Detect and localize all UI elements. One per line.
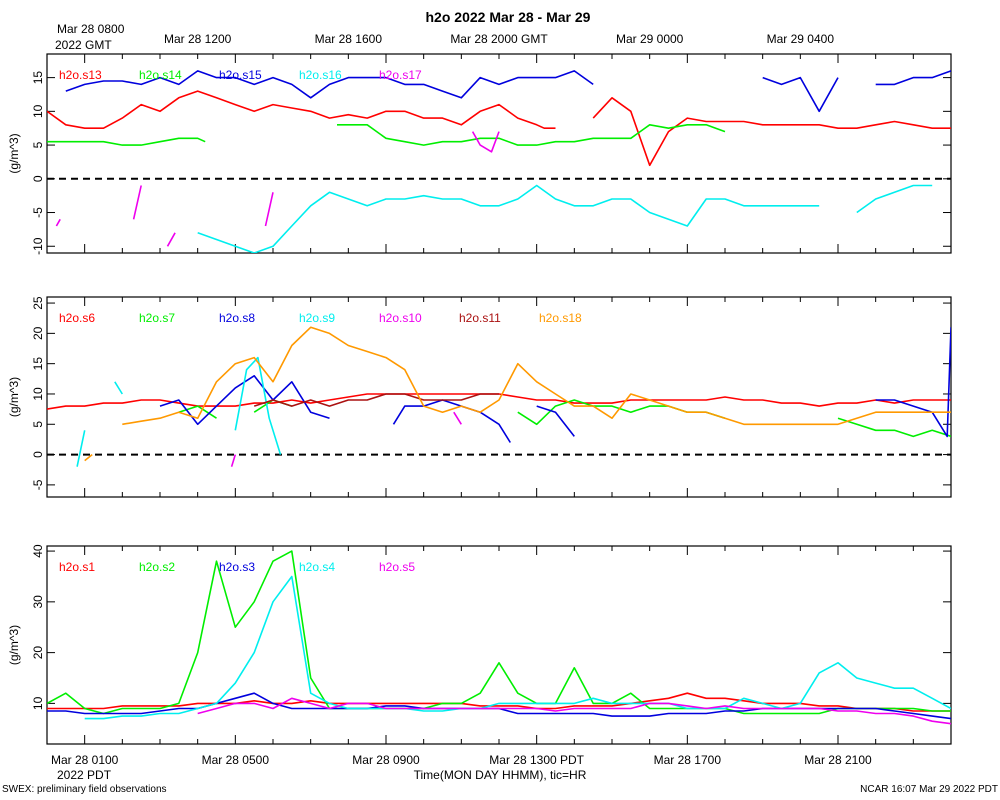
bottom-axis-tick-label: Mar 28 0900	[352, 753, 420, 767]
series-line-h2o.s15	[65, 70, 951, 113]
y-axis-label: (g/m^3)	[7, 377, 21, 417]
legend-label-h2o.s2: h2o.s2	[139, 560, 175, 574]
y-tick-label: 30	[31, 595, 45, 609]
bottom-axis-labels: Mar 28 0100 Mar 28 0500 Mar 28 0900 Mar 28 …	[51, 753, 872, 767]
legend-label-h2o.s9: h2o.s9	[299, 311, 335, 325]
legend-label-h2o.s1: h2o.s1	[59, 560, 95, 574]
bottom-axis-tick-label: Mar 28 0500	[202, 753, 270, 767]
y-tick-label: 5	[31, 421, 45, 428]
legend-label-h2o.s8: h2o.s8	[219, 311, 255, 325]
y-axis-label: (g/m^3)	[7, 133, 21, 173]
series-line-h2o.s2	[47, 550, 951, 715]
series-line-h2o.s16	[197, 184, 933, 253]
series-line-h2o.s17	[55, 131, 500, 247]
chart-title: h2o 2022 Mar 28 - Mar 29	[426, 9, 591, 25]
series-line-h2o.s4	[84, 575, 951, 720]
y-tick-label: 10	[31, 104, 45, 118]
series-group	[47, 70, 951, 253]
legend-label-h2o.s7: h2o.s7	[139, 311, 175, 325]
bottom-axis-tick-label: Mar 28 0100	[51, 753, 119, 767]
bottom-axis-sublabel: 2022 PDT	[57, 768, 112, 782]
bottom-axis-tick-label: Mar 28 2100	[804, 753, 872, 767]
legend-label-h2o.s15: h2o.s15	[219, 68, 262, 82]
bottom-axis-tick-label: Mar 28 1700	[654, 753, 722, 767]
footer-left-note: SWEX: preliminary field observations	[2, 784, 167, 795]
y-tick-label: 40	[31, 544, 45, 558]
legend-label-h2o.s10: h2o.s10	[379, 311, 422, 325]
top-axis-tick-label: Mar 28 2000 GMT	[450, 32, 548, 46]
legend-label-h2o.s5: h2o.s5	[379, 560, 415, 574]
y-tick-label: 10	[31, 696, 45, 710]
legend-label-h2o.s11: h2o.s11	[459, 311, 501, 325]
y-tick-label: -5	[31, 207, 45, 218]
legend-label-h2o.s4: h2o.s4	[299, 560, 335, 574]
chart-panel-2: -5 0 5 10 15 20 25 (g/m^3) h2o.s6 h2o.s7 h2o.s8 h2o…	[7, 296, 952, 498]
y-tick-label: -5	[31, 479, 45, 490]
y-tick-label: 20	[31, 326, 45, 340]
y-tick-label: 10	[31, 387, 45, 401]
top-axis-tick-label: Mar 28 1600	[315, 32, 383, 46]
chart-panel-3: 10 20 30 40 (g/m^3) h2o.s1 h2o.s2 h2o.s3 h2o.s4 h…	[7, 544, 952, 745]
chart-panel-1: -10 -5 0 5 10 15 (g/m^3) h2o.s13 h2o.s14 h2o.s15 h…	[7, 53, 952, 255]
y-tick-label: -10	[31, 237, 45, 255]
legend-label-h2o.s17: h2o.s17	[379, 68, 422, 82]
legend-label-h2o.s16: h2o.s16	[299, 68, 342, 82]
series-line-h2o.s14	[47, 124, 726, 146]
series-line-h2o.s5	[197, 697, 951, 725]
legend-label-h2o.s18: h2o.s18	[539, 311, 582, 325]
top-axis-tick-label: Mar 29 0000	[616, 32, 684, 46]
series-line-h2o.s10	[230, 411, 462, 467]
y-tick-label: 5	[31, 141, 45, 148]
series-line-h2o.s6	[47, 393, 951, 410]
footer-right-note: NCAR 16:07 Mar 29 2022 PDT	[860, 784, 998, 795]
series-group	[47, 550, 951, 725]
x-axis-label: Time(MON DAY HHMM), tic=HR	[414, 768, 587, 782]
y-tick-label: 15	[31, 357, 45, 371]
series-line-h2o.s11	[253, 393, 499, 407]
legend-label-h2o.s13: h2o.s13	[59, 68, 102, 82]
y-tick-label: 25	[31, 296, 45, 310]
y-tick-label: 0	[31, 451, 45, 458]
series-line-h2o.s13	[47, 90, 951, 167]
top-axis-tick-label: Mar 28 1200	[164, 32, 232, 46]
top-axis-first-label: Mar 28 0800	[57, 22, 125, 36]
series-line-h2o.s9	[76, 356, 282, 467]
series-line-h2o.s18	[84, 326, 951, 462]
legend-label-h2o.s6: h2o.s6	[59, 311, 95, 325]
series-group	[47, 326, 951, 467]
y-axis-label: (g/m^3)	[7, 625, 21, 665]
series-line-h2o.s8	[159, 327, 951, 443]
legend-label-h2o.s14: h2o.s14	[139, 68, 182, 82]
top-axis-first-sublabel: 2022 GMT	[55, 38, 112, 52]
legend-label-h2o.s3: h2o.s3	[219, 560, 255, 574]
bottom-axis-tick-label: Mar 28 1300 PDT	[489, 753, 584, 767]
y-tick-label: 0	[31, 175, 45, 182]
top-axis-labels: Mar 28 1200 Mar 28 1600 Mar 28 2000 GMT Mar…	[164, 32, 834, 46]
top-axis-tick-label: Mar 29 0400	[767, 32, 835, 46]
y-tick-label: 15	[31, 71, 45, 85]
y-tick-label: 20	[31, 646, 45, 660]
plot-frame	[46, 296, 952, 498]
